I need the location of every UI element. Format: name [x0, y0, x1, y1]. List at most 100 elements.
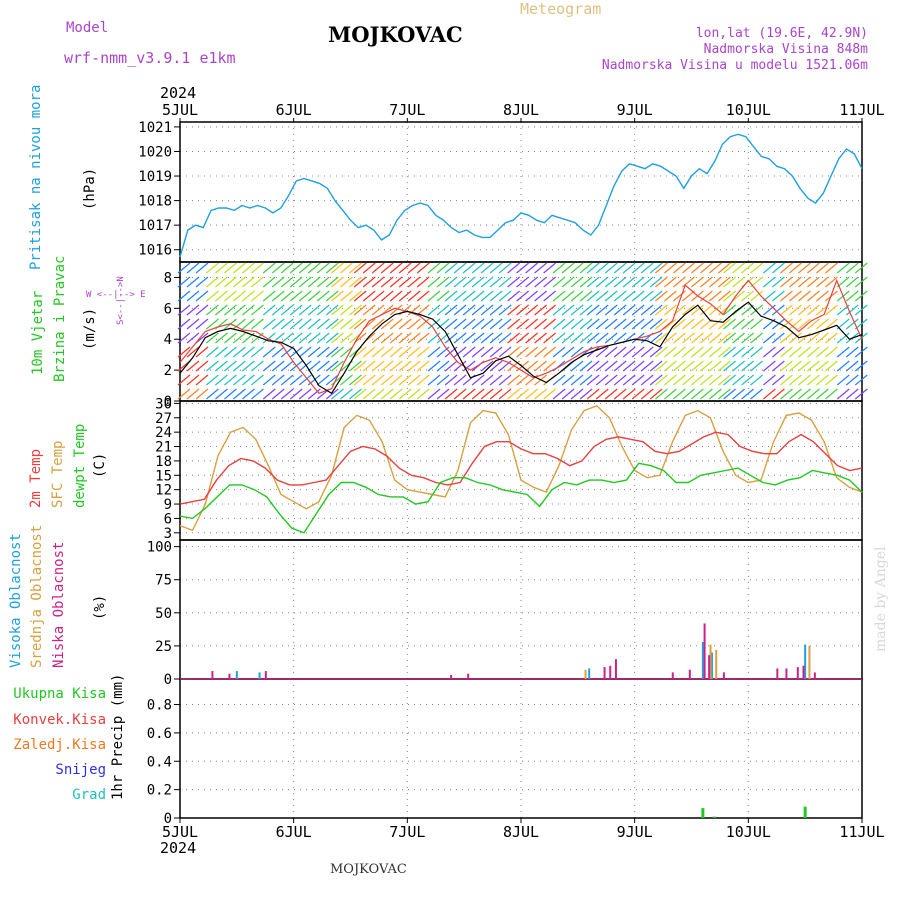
wind-barb: [353, 262, 367, 274]
wind-barb: [498, 374, 512, 386]
wind-barb: [732, 276, 745, 288]
wind-barb: [242, 360, 255, 372]
wind-barb: [816, 318, 829, 330]
wind-barb: [691, 346, 704, 358]
wind-barb: [825, 304, 838, 316]
wind-barb: [280, 360, 294, 372]
wind-barb: [691, 262, 704, 274]
wind-barb: [664, 360, 677, 372]
wind-barb: [271, 318, 285, 330]
wind-barb: [534, 360, 548, 372]
wind-barb: [349, 360, 362, 372]
wind-barb: [682, 346, 695, 358]
wind-barb: [664, 262, 677, 274]
wind-barb: [206, 388, 219, 400]
wind-barb: [262, 346, 276, 358]
wind-barb: [780, 346, 793, 358]
wind-barb: [780, 290, 793, 302]
wind-barb: [498, 388, 512, 400]
wind-barb: [480, 290, 494, 302]
wind-barb: [613, 332, 627, 344]
wind-barb: [362, 360, 376, 372]
wind-barb: [289, 374, 303, 386]
wind-barb: [534, 318, 548, 330]
wind-barb: [709, 304, 722, 316]
wind-barb: [543, 318, 557, 330]
wind-barb: [206, 332, 219, 344]
wind-barb: [349, 304, 362, 316]
xtick-label-bottom: 7JUL: [389, 823, 425, 841]
wind-barb: [732, 388, 745, 400]
wind-barb: [427, 290, 441, 302]
wind-barb: [552, 332, 566, 344]
wind-barb: [798, 318, 811, 330]
wind-barb: [289, 304, 303, 316]
ytick-label-precip: 0.4: [147, 754, 172, 770]
wind-barb: [480, 374, 494, 386]
lonlat-label: lon,lat (19.6E, 42.9N): [695, 26, 868, 41]
wind-barb: [251, 276, 264, 288]
panel-frame-cloud: [179, 539, 863, 680]
wind-barb: [224, 304, 237, 316]
wind-barb: [780, 374, 793, 386]
wind-barb: [416, 332, 430, 344]
wind-barb: [362, 346, 376, 358]
ytick-label-pressure: 1020: [138, 144, 172, 160]
wind-barb: [331, 304, 344, 316]
wind-barb: [649, 374, 663, 386]
wind-barb: [307, 360, 321, 372]
wind-barb: [444, 262, 458, 274]
wind-barb: [242, 262, 255, 274]
wind-barb: [416, 276, 430, 288]
wind-barb: [233, 290, 246, 302]
wind-barb: [700, 346, 713, 358]
wind-barb: [762, 276, 776, 288]
wind-barb: [604, 318, 618, 330]
wind-barb: [177, 332, 191, 344]
wind-barb: [195, 318, 209, 330]
wind-barb: [280, 304, 294, 316]
wind-barb: [561, 388, 575, 400]
wind-barb: [789, 262, 802, 274]
wind-barb: [807, 304, 820, 316]
wind-barb: [280, 332, 294, 344]
ytick-label-cloud: 50: [155, 606, 172, 622]
ytick-label-temp: 21: [155, 440, 172, 456]
wind-barb: [723, 388, 736, 400]
wind-barb: [631, 262, 645, 274]
ytick-label-temp: 9: [164, 497, 172, 513]
wind-barb: [595, 388, 609, 400]
wind-barb: [398, 318, 412, 330]
wind-barb: [789, 318, 802, 330]
wind-barb: [561, 262, 575, 274]
wind-barb: [780, 332, 793, 344]
wind-barb: [649, 332, 663, 344]
wind-barb: [525, 318, 539, 330]
ytick-label-wind: 2: [164, 363, 172, 379]
wind-barb: [579, 374, 593, 386]
wind-barb: [561, 276, 575, 288]
wind-barb: [579, 262, 593, 274]
wind-barb: [349, 276, 362, 288]
wind-barb: [362, 304, 376, 316]
wind-barb: [741, 346, 754, 358]
wind-barb: [195, 262, 209, 274]
wind-barb: [398, 360, 412, 372]
wind-barb: [371, 318, 385, 330]
wind-barb: [561, 304, 575, 316]
wind-barb: [280, 262, 294, 274]
wind-barb: [586, 262, 600, 274]
wind-barb: [498, 304, 512, 316]
wind-barb: [340, 346, 353, 358]
wind-barb: [691, 304, 704, 316]
ytick-label-precip: 0.6: [147, 726, 172, 742]
ytick-label-temp: 6: [164, 511, 172, 527]
wind-barb: [771, 318, 785, 330]
wind-barb: [436, 304, 450, 316]
wind-barb: [700, 304, 713, 316]
wind-barb: [854, 262, 868, 274]
wind-barb: [631, 276, 645, 288]
wind-barb: [407, 262, 421, 274]
wind-barb: [215, 332, 228, 344]
wind-barb: [280, 290, 294, 302]
